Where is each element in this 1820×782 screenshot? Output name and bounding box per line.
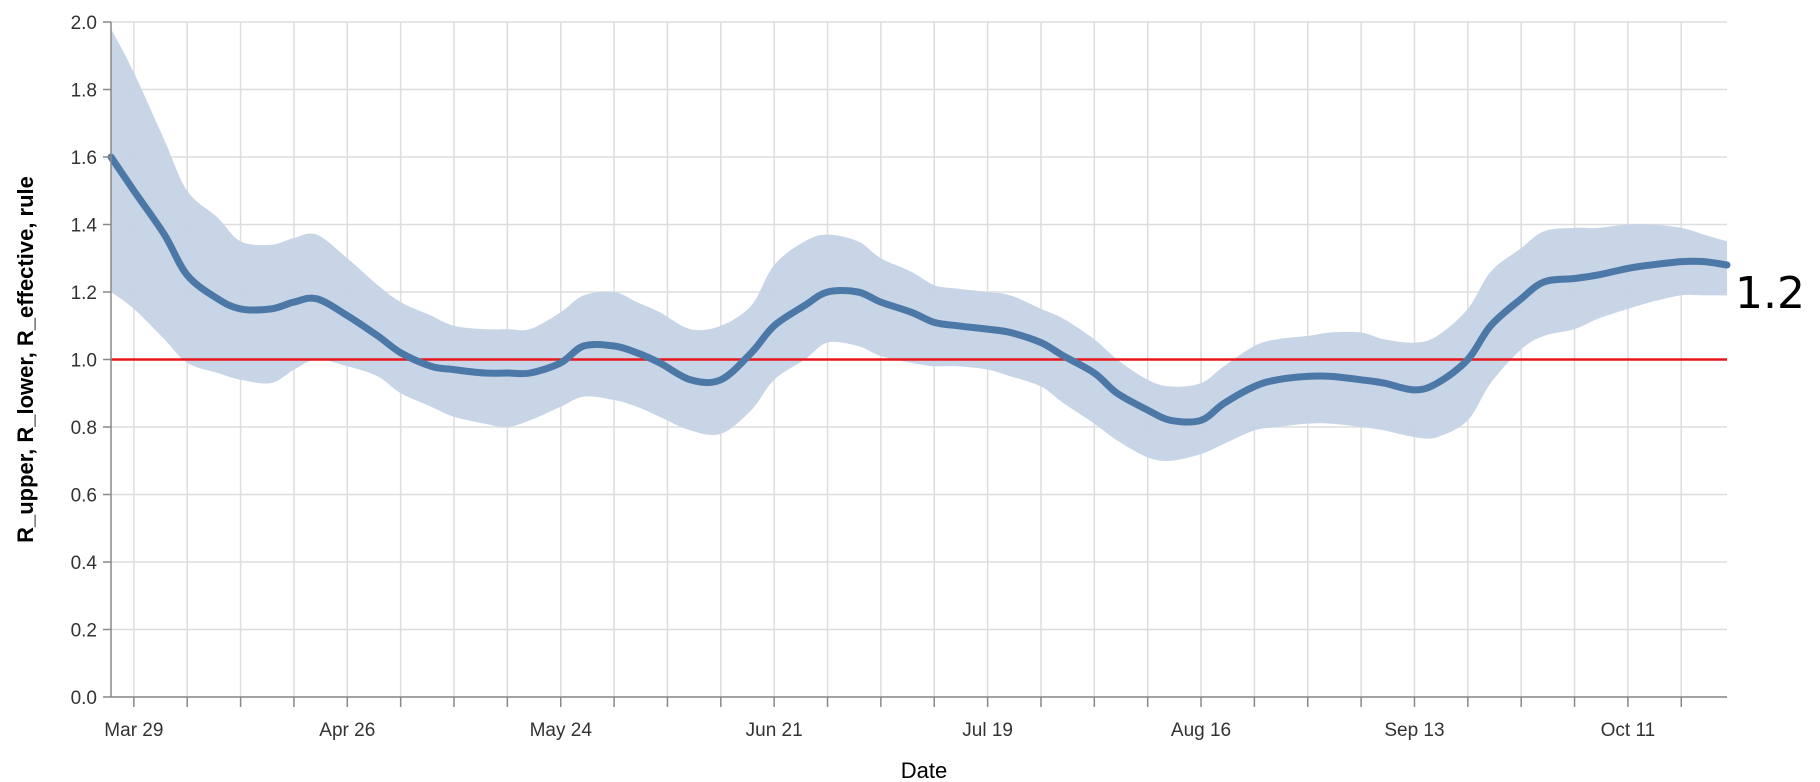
x-tick-label: Mar 29 xyxy=(104,720,163,741)
y-tick-label: 0.0 xyxy=(71,688,97,709)
y-tick-label: 0.4 xyxy=(71,553,98,574)
y-tick-label: 2.0 xyxy=(71,13,97,34)
y-tick-label: 1.0 xyxy=(71,351,97,372)
x-tick-label: Oct 11 xyxy=(1601,720,1656,741)
x-tick-label: Sep 13 xyxy=(1384,720,1444,741)
x-tick-label: Apr 26 xyxy=(319,720,375,741)
x-tick-label: Jun 21 xyxy=(746,720,803,741)
r-effective-layer xyxy=(107,153,1731,426)
r-effective-line xyxy=(107,153,1731,426)
y-tick-label: 1.2 xyxy=(71,283,97,304)
x-tick-label: Aug 16 xyxy=(1171,720,1231,741)
y-tick-label: 1.4 xyxy=(71,216,98,237)
axes: 0.0 0.2 0.4 0.6 0.8 1.0 1.2 1.4 1.6 1.8 2.0 Mar 29 A… xyxy=(71,13,1727,741)
y-tick-label: 0.6 xyxy=(71,486,97,507)
y-tick-label: 0.2 xyxy=(71,621,97,642)
x-axis-title: Date xyxy=(901,758,947,782)
end-value-label: 1.2 xyxy=(1735,268,1805,319)
x-tick-label: Jul 19 xyxy=(962,720,1013,741)
x-tick-label: May 24 xyxy=(530,720,593,741)
confidence-band-layer xyxy=(111,28,1727,461)
y-tick-label: 1.6 xyxy=(71,148,97,169)
y-axis-title: R_upper, R_lower, R_effective, rule xyxy=(13,176,38,543)
y-tick-label: 1.8 xyxy=(71,81,97,102)
confidence-band xyxy=(111,28,1727,461)
y-tick-label: 0.8 xyxy=(71,418,97,439)
